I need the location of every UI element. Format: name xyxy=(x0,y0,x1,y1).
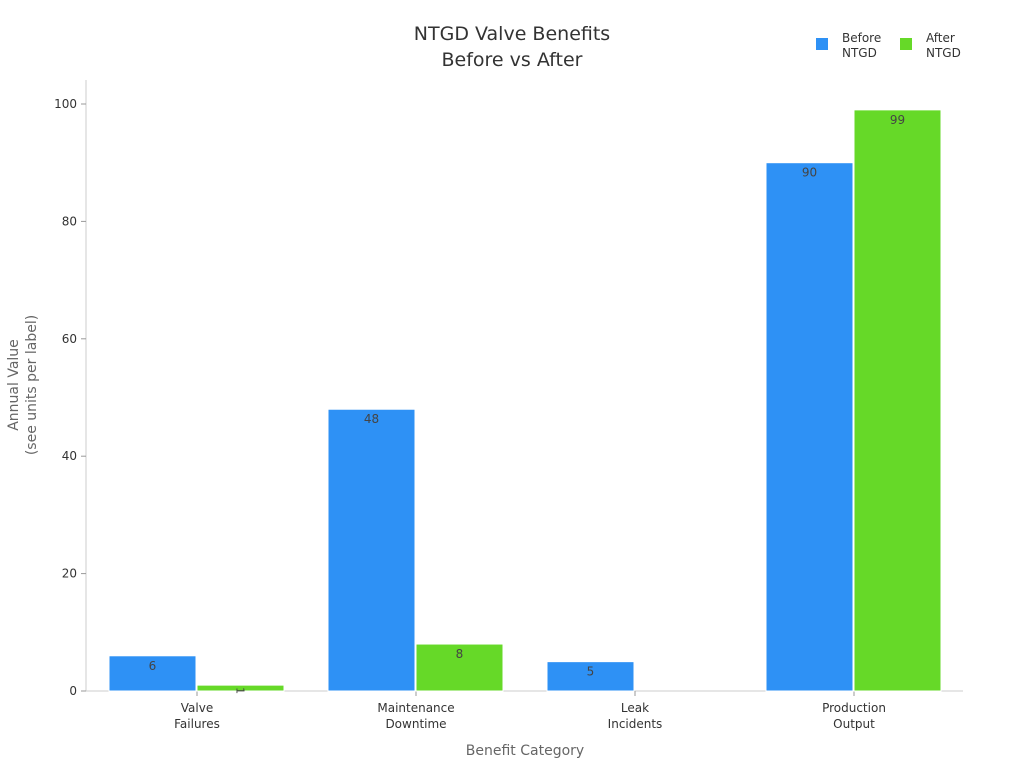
x-axis-label: Benefit Category xyxy=(466,743,584,759)
data-label: 1 xyxy=(234,687,247,694)
bar-before xyxy=(327,408,416,692)
data-label: 48 xyxy=(364,412,379,426)
x-tick-label: Maintenance xyxy=(377,701,454,715)
y-tick-label: 0 xyxy=(69,684,77,698)
x-tick-label: Incidents xyxy=(608,717,663,731)
legend-label: Before xyxy=(842,31,881,45)
data-label: 8 xyxy=(456,647,464,661)
x-tick-label: Downtime xyxy=(385,717,446,731)
x-tick-label: Production xyxy=(822,701,886,715)
data-label: 5 xyxy=(587,665,595,679)
legend-swatch xyxy=(900,38,912,50)
legend-swatch xyxy=(816,38,828,50)
bar-after xyxy=(196,684,285,692)
y-tick-label: 100 xyxy=(54,97,77,111)
legend-label: After xyxy=(926,31,955,45)
data-label: 90 xyxy=(802,166,817,180)
chart-title: NTGD Valve Benefits xyxy=(414,23,610,45)
data-label: 6 xyxy=(149,659,157,673)
x-tick-label: Valve xyxy=(181,701,213,715)
bar-before xyxy=(108,655,197,692)
x-tick-label: Output xyxy=(833,717,875,731)
bar-before xyxy=(546,661,635,692)
y-tick-label: 80 xyxy=(62,214,77,228)
bar-after xyxy=(853,109,942,692)
chart-title: Before vs After xyxy=(442,49,583,71)
legend-label: NTGD xyxy=(926,46,961,60)
y-tick-label: 20 xyxy=(62,567,77,581)
y-axis-label: Annual Value xyxy=(6,339,22,431)
x-tick-label: Leak xyxy=(621,701,649,715)
data-label: 99 xyxy=(890,113,905,127)
bar-before xyxy=(765,162,854,692)
y-tick-label: 60 xyxy=(62,332,77,346)
bar-after xyxy=(415,643,504,692)
y-tick-label: 40 xyxy=(62,449,77,463)
legend-label: NTGD xyxy=(842,46,877,60)
x-tick-label: Failures xyxy=(174,717,220,731)
y-axis-label: (see units per label) xyxy=(24,315,40,455)
